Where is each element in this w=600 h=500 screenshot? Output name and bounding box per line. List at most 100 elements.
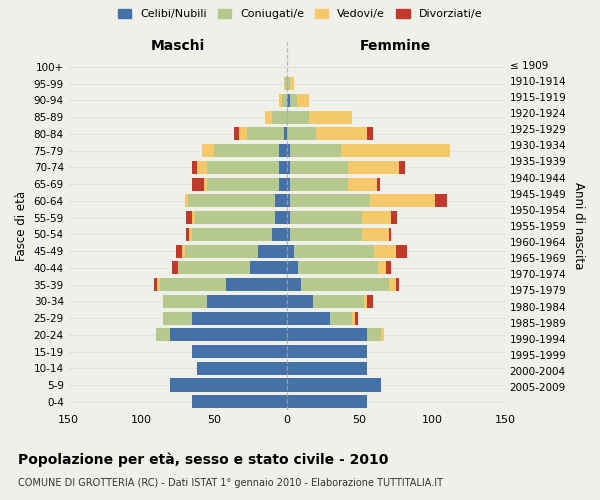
Legend: Celibi/Nubili, Coniugati/e, Vedovi/e, Divorziati/e: Celibi/Nubili, Coniugati/e, Vedovi/e, Di… bbox=[115, 6, 485, 22]
Bar bbox=[287, 128, 316, 140]
Text: COMUNE DI GROTTERIA (RC) - Dati ISTAT 1° gennaio 2010 - Elaborazione TUTTITALIA.: COMUNE DI GROTTERIA (RC) - Dati ISTAT 1°… bbox=[18, 478, 443, 488]
Bar bbox=[287, 161, 290, 174]
Bar bbox=[275, 211, 287, 224]
Bar bbox=[284, 77, 285, 90]
Bar bbox=[187, 228, 190, 241]
Bar bbox=[192, 228, 272, 241]
Bar bbox=[187, 211, 192, 224]
Bar bbox=[192, 312, 287, 324]
Bar bbox=[285, 77, 287, 90]
Text: Femmine: Femmine bbox=[360, 40, 431, 54]
Bar bbox=[287, 312, 331, 324]
Bar bbox=[298, 262, 379, 274]
Bar bbox=[379, 262, 386, 274]
Bar bbox=[367, 295, 373, 308]
Bar bbox=[355, 312, 358, 324]
Bar bbox=[163, 312, 192, 324]
Bar bbox=[204, 178, 207, 190]
Bar bbox=[352, 312, 355, 324]
Bar bbox=[287, 262, 298, 274]
Bar bbox=[287, 278, 301, 291]
Bar bbox=[370, 194, 435, 207]
Bar bbox=[308, 110, 352, 124]
Text: Maschi: Maschi bbox=[151, 40, 205, 54]
Bar bbox=[287, 395, 367, 408]
Bar bbox=[287, 144, 290, 157]
Bar bbox=[157, 278, 160, 291]
Bar bbox=[290, 194, 370, 207]
Bar bbox=[341, 144, 449, 157]
Bar bbox=[287, 94, 290, 107]
Bar bbox=[362, 228, 389, 241]
Bar bbox=[182, 244, 185, 258]
Bar bbox=[280, 144, 287, 157]
Text: Popolazione per età, sesso e stato civile - 2010: Popolazione per età, sesso e stato civil… bbox=[18, 452, 388, 467]
Bar bbox=[374, 244, 396, 258]
Bar bbox=[176, 244, 182, 258]
Y-axis label: Anni di nascita: Anni di nascita bbox=[572, 182, 585, 270]
Bar bbox=[195, 211, 275, 224]
Bar bbox=[377, 178, 380, 190]
Y-axis label: Fasce di età: Fasce di età bbox=[15, 191, 28, 261]
Bar bbox=[156, 328, 170, 342]
Bar bbox=[381, 328, 384, 342]
Bar bbox=[287, 362, 367, 375]
Bar bbox=[172, 262, 178, 274]
Bar bbox=[362, 211, 391, 224]
Bar bbox=[207, 161, 280, 174]
Bar bbox=[301, 278, 389, 291]
Bar bbox=[192, 161, 197, 174]
Bar bbox=[257, 244, 287, 258]
Bar bbox=[396, 278, 398, 291]
Bar bbox=[283, 94, 287, 107]
Bar bbox=[367, 128, 373, 140]
Bar bbox=[287, 244, 294, 258]
Bar bbox=[287, 194, 290, 207]
Bar bbox=[178, 262, 250, 274]
Bar bbox=[297, 94, 308, 107]
Bar bbox=[160, 278, 226, 291]
Bar bbox=[192, 178, 204, 190]
Bar bbox=[192, 211, 195, 224]
Bar bbox=[396, 244, 407, 258]
Bar bbox=[364, 295, 367, 308]
Bar bbox=[348, 161, 398, 174]
Bar bbox=[391, 211, 397, 224]
Bar bbox=[275, 194, 287, 207]
Bar bbox=[331, 312, 352, 324]
Bar bbox=[202, 144, 214, 157]
Bar bbox=[287, 110, 308, 124]
Bar bbox=[290, 94, 297, 107]
Bar bbox=[386, 262, 391, 274]
Bar bbox=[398, 161, 404, 174]
Bar bbox=[290, 161, 348, 174]
Bar bbox=[290, 211, 362, 224]
Bar bbox=[214, 144, 280, 157]
Bar bbox=[272, 110, 287, 124]
Bar bbox=[192, 395, 287, 408]
Bar bbox=[287, 295, 313, 308]
Bar bbox=[272, 228, 287, 241]
Bar bbox=[389, 228, 391, 241]
Bar bbox=[290, 228, 362, 241]
Bar bbox=[287, 178, 290, 190]
Bar bbox=[265, 110, 272, 124]
Bar bbox=[207, 178, 280, 190]
Bar bbox=[348, 178, 377, 190]
Bar bbox=[284, 128, 287, 140]
Bar bbox=[367, 328, 381, 342]
Bar bbox=[290, 144, 341, 157]
Bar bbox=[188, 194, 275, 207]
Bar bbox=[294, 244, 374, 258]
Bar bbox=[192, 345, 287, 358]
Bar bbox=[290, 77, 294, 90]
Bar bbox=[313, 295, 364, 308]
Bar bbox=[435, 194, 446, 207]
Bar bbox=[170, 378, 287, 392]
Bar bbox=[290, 178, 348, 190]
Bar bbox=[287, 328, 367, 342]
Bar bbox=[287, 228, 290, 241]
Bar bbox=[389, 278, 396, 291]
Bar bbox=[190, 228, 192, 241]
Bar bbox=[185, 244, 257, 258]
